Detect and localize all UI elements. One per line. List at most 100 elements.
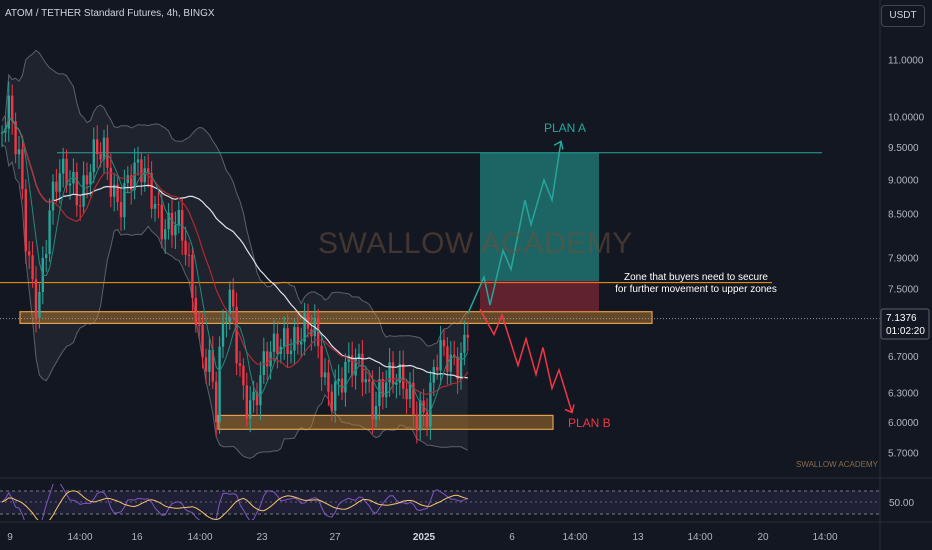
- candle-body: [102, 137, 106, 160]
- candle-body: [320, 345, 323, 378]
- candle-body: [82, 175, 85, 207]
- rsi-ma-line: [1, 490, 468, 520]
- candle-body: [381, 379, 384, 398]
- candle-body: [51, 181, 55, 211]
- candle-body: [38, 292, 41, 318]
- bollinger-upper: [1, 49, 469, 347]
- candle-body: [218, 346, 221, 423]
- candle-body: [7, 95, 10, 129]
- candle-body: [92, 139, 95, 173]
- last-price-countdown: 01:02:20: [886, 326, 925, 337]
- candle-body: [463, 334, 466, 353]
- currency-button[interactable]: USDT: [881, 5, 925, 27]
- zone-note-line1: Zone that buyers need to secure: [624, 272, 768, 283]
- candle-body: [62, 158, 65, 174]
- candle-body: [415, 414, 418, 431]
- time-tick-label: 14:00: [562, 532, 587, 543]
- price-tick-label: 6.3000: [888, 389, 919, 400]
- candle-body: [133, 162, 136, 191]
- candle-body: [303, 313, 306, 342]
- time-tick-label: 6: [509, 532, 515, 543]
- candle-body: [24, 189, 27, 252]
- candle-body: [85, 175, 89, 185]
- ema-fast-line: [1, 118, 469, 412]
- candle-body: [99, 153, 102, 160]
- time-tick-label: 16: [131, 532, 143, 543]
- candle-body: [388, 362, 391, 383]
- time-axis[interactable]: 9 14:00 16 14:00 23 27 2025 6 14:00 13 14:00 20 14:0…: [7, 532, 838, 543]
- candle-body: [150, 172, 153, 209]
- candle-body: [436, 367, 439, 371]
- candle-body: [123, 183, 126, 218]
- candle-body: [113, 184, 116, 197]
- candle-body: [11, 95, 14, 122]
- candle-body: [412, 382, 415, 415]
- candle-body: [170, 212, 174, 236]
- candle-body: [317, 317, 320, 346]
- candle-body: [221, 323, 225, 347]
- candle-body: [283, 328, 286, 347]
- chart-title: ATOM / TETHER Standard Futures, 4h, BING…: [5, 8, 215, 19]
- watermark-small: SWALLOW ACADEMY: [796, 460, 879, 469]
- candle-body: [45, 254, 48, 258]
- candle-body: [300, 341, 303, 345]
- sma-line: [1, 117, 468, 379]
- candle-body: [252, 391, 255, 401]
- candle-body: [96, 139, 99, 154]
- candle-body: [75, 172, 78, 206]
- candle-body: [191, 255, 194, 298]
- candle-body: [174, 224, 177, 236]
- candle-body: [14, 121, 17, 155]
- candle-body: [351, 355, 354, 376]
- candle-body: [48, 210, 51, 255]
- candle-body: [215, 381, 218, 423]
- candle-body: [368, 379, 371, 382]
- candle-body: [293, 327, 296, 351]
- last-price-value: 7.1376: [886, 313, 917, 324]
- candle-body: [337, 378, 340, 382]
- candle-body: [453, 354, 456, 357]
- price-tick-label: 6.0000: [888, 418, 919, 429]
- candle-body: [65, 158, 68, 186]
- candle-body: [327, 372, 330, 392]
- candle-body: [242, 365, 245, 386]
- price-tick-label: 6.7000: [888, 352, 919, 363]
- candle-body: [432, 367, 435, 383]
- candle-body: [89, 172, 92, 185]
- candle-body: [79, 205, 82, 207]
- candle-body: [439, 339, 442, 371]
- plot-area[interactable]: [0, 0, 880, 470]
- candle-body: [385, 382, 388, 398]
- candle-body: [167, 212, 170, 230]
- candle-body: [306, 313, 310, 329]
- rsi-line: [1, 484, 468, 520]
- candle-body: [286, 328, 289, 355]
- candle-body: [266, 351, 269, 367]
- time-tick-label: 23: [256, 532, 268, 543]
- price-axis[interactable]: 11.0000 10.0000 9.5000 9.0000 8.5000 7.9000 7.…: [888, 56, 925, 460]
- price-tick-label: 9.5000: [888, 143, 919, 154]
- rsi-axis-label: 50.00: [889, 498, 914, 509]
- long-target-box: [480, 152, 599, 281]
- projections: [467, 140, 599, 414]
- candle-body: [245, 385, 248, 419]
- candle-body: [116, 184, 119, 203]
- time-tick-label: 13: [632, 532, 644, 543]
- candle-body: [177, 210, 180, 225]
- candle-body: [354, 358, 357, 376]
- horizontal-lines: [0, 152, 880, 320]
- candle-body: [330, 391, 333, 411]
- price-tick-label: 8.5000: [888, 210, 919, 221]
- candle-body: [391, 362, 395, 385]
- long-stop-box: [480, 281, 599, 312]
- candle-body: [395, 382, 398, 385]
- candle-body: [296, 327, 299, 345]
- candle-body: [119, 202, 123, 218]
- price-tick-label: 9.0000: [888, 176, 919, 187]
- candle-body: [466, 334, 469, 338]
- candle-body: [419, 400, 422, 431]
- candle-body: [58, 173, 61, 192]
- time-tick-label: 20: [757, 532, 769, 543]
- candle-body: [164, 229, 167, 240]
